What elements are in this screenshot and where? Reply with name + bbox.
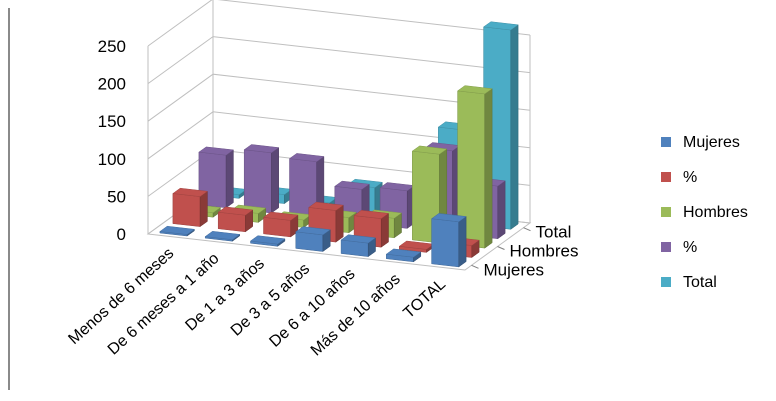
bar	[340, 234, 377, 258]
legend-swatch	[661, 277, 671, 287]
bar	[249, 235, 286, 247]
bar	[295, 226, 331, 252]
x-tick-label: De 6 a 10 años	[266, 265, 358, 350]
chart-bars	[159, 21, 519, 268]
gridline	[147, 36, 531, 85]
depth-tick	[471, 264, 479, 269]
depth-tick-label: Total	[536, 223, 572, 242]
legend-label: %	[683, 169, 697, 186]
legend-label: Mujeres	[683, 134, 740, 151]
y-tick-label: 150	[98, 112, 126, 131]
bar	[204, 231, 241, 242]
depth-tick-label: Mujeres	[484, 260, 544, 279]
bar	[243, 144, 280, 214]
gridline	[147, 73, 531, 122]
gridline	[147, 0, 531, 47]
y-tick-label: 50	[107, 187, 126, 206]
legend-label: %	[683, 239, 697, 256]
bar	[159, 225, 196, 237]
y-tick-label: 250	[98, 37, 126, 56]
y-tick-label: 200	[98, 75, 126, 94]
legend-swatch	[661, 172, 671, 182]
y-tick-label: 100	[98, 150, 126, 169]
legend-swatch	[661, 137, 671, 147]
x-tick-label: Más de 10 años	[308, 271, 404, 360]
y-axis-tick-labels: 0 50 100 150 200 250	[98, 37, 126, 244]
legend-label: Hombres	[683, 204, 748, 221]
x-tick-label: TOTAL	[400, 276, 449, 322]
bar	[262, 211, 299, 238]
bar	[385, 248, 422, 263]
legend-swatch	[661, 207, 671, 217]
depth-tick	[523, 227, 531, 232]
depth-tick-label: Hombres	[510, 242, 579, 261]
legend-swatch	[661, 242, 671, 252]
bar	[172, 187, 209, 228]
legend: Mujeres% Hombres% Total	[661, 134, 748, 291]
gridline	[147, 111, 531, 160]
y-tick-label: 0	[117, 225, 126, 244]
depth-tick	[497, 246, 505, 250]
chart-left-border	[8, 8, 10, 390]
legend-label: Total	[683, 274, 717, 291]
bar	[430, 213, 467, 268]
bar	[217, 206, 254, 233]
